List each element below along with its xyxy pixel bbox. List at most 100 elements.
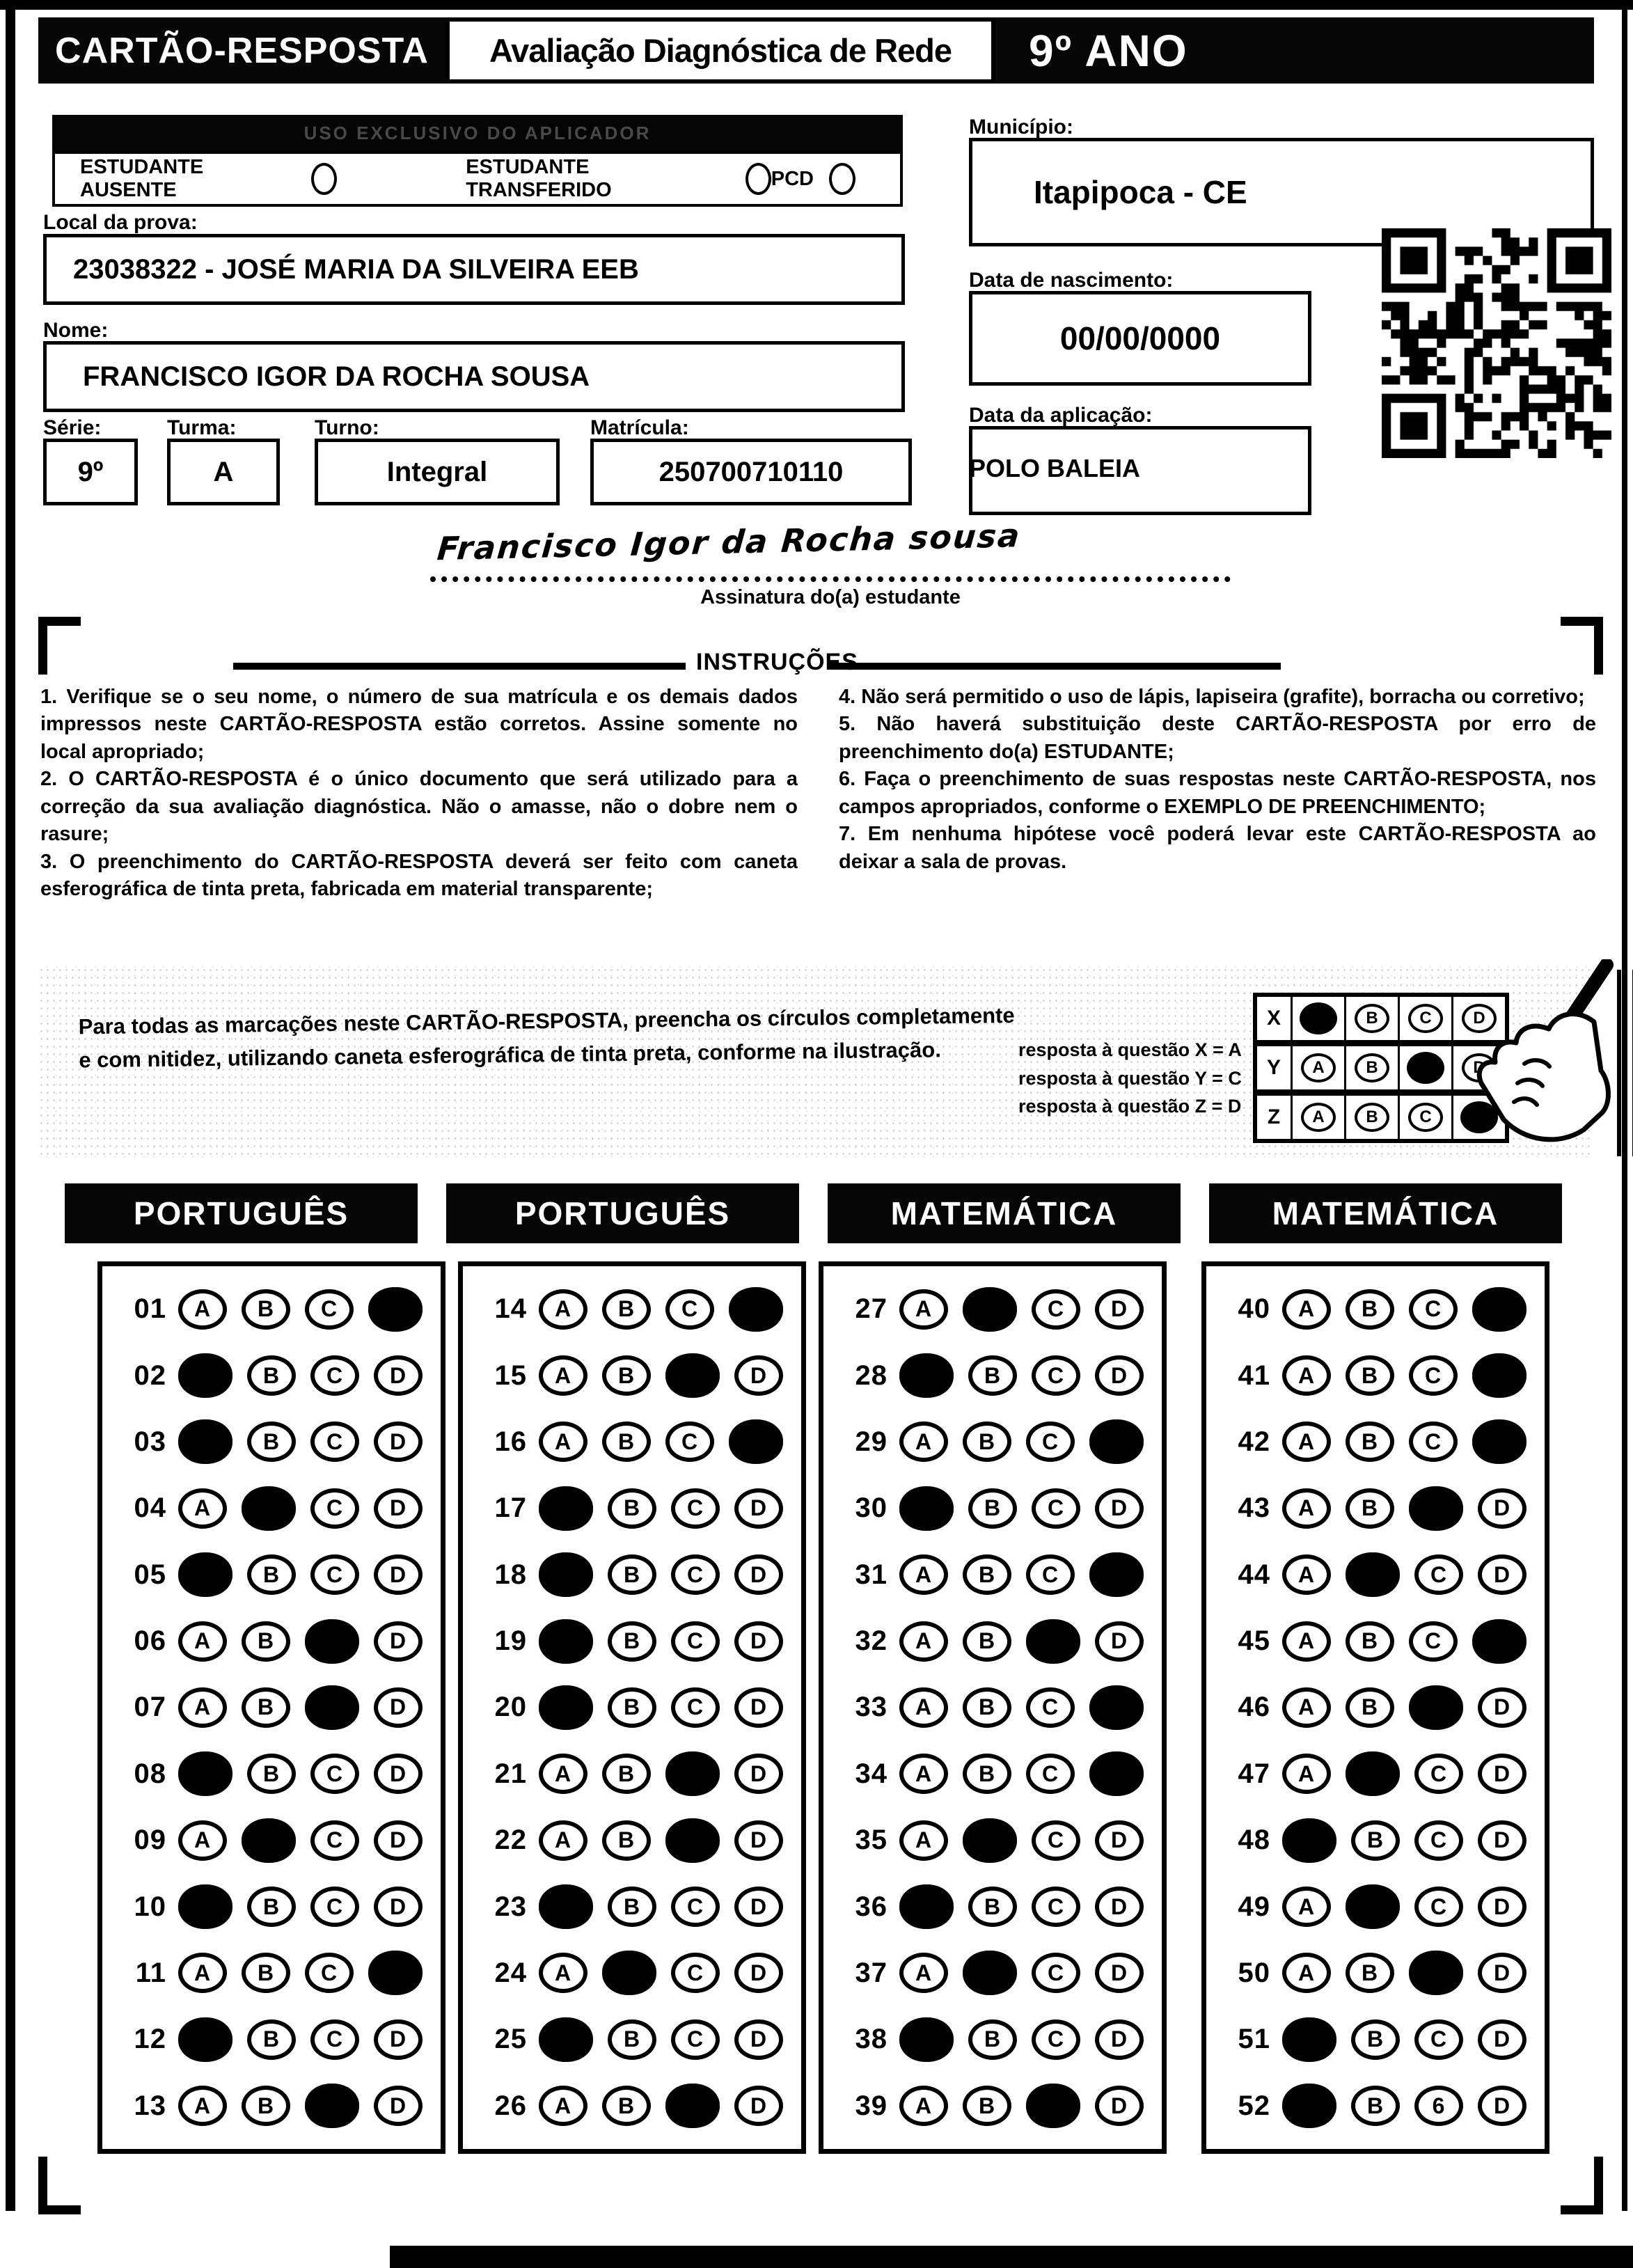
answer-bubble[interactable]: B (962, 1621, 1011, 1662)
answer-bubble[interactable]: C (1025, 1554, 1075, 1596)
answer-bubble[interactable]: C (1414, 1754, 1463, 1795)
answer-bubble[interactable]: C (310, 1355, 359, 1396)
answer-bubble[interactable]: B (246, 1754, 296, 1795)
answer-bubble[interactable]: B (968, 1488, 1017, 1529)
answer-bubble[interactable]: C (670, 1554, 720, 1596)
answer-bubble[interactable]: B (601, 1754, 651, 1795)
answer-bubble[interactable]: B (968, 2019, 1017, 2060)
answer-bubble[interactable]: B (1345, 1488, 1394, 1529)
answer-bubble[interactable]: C (670, 1621, 720, 1662)
answer-bubble-filled[interactable] (304, 1619, 359, 1664)
answer-bubble[interactable]: D (734, 1488, 783, 1529)
answer-bubble-filled[interactable] (601, 1951, 656, 1996)
answer-bubble[interactable]: D (734, 1687, 783, 1728)
answer-bubble[interactable]: C (1031, 1289, 1080, 1330)
answer-bubble[interactable]: D (373, 1820, 423, 1861)
answer-bubble[interactable]: D (1094, 1355, 1144, 1396)
answer-bubble[interactable]: D (1477, 1887, 1526, 1928)
answer-bubble[interactable]: A (538, 1422, 587, 1463)
answer-bubble[interactable]: A (1281, 1687, 1331, 1728)
answer-bubble[interactable]: D (734, 1820, 783, 1861)
answer-bubble-filled[interactable] (1472, 1619, 1526, 1664)
answer-bubble-filled[interactable] (1089, 1685, 1144, 1730)
answer-bubble[interactable]: C (1414, 1820, 1463, 1861)
answer-bubble-filled[interactable] (899, 1353, 954, 1399)
answer-bubble[interactable]: C (665, 1422, 714, 1463)
answer-bubble[interactable]: A (1281, 1355, 1331, 1396)
answer-bubble[interactable]: C (670, 1488, 720, 1529)
answer-bubble[interactable]: A (899, 1422, 948, 1463)
answer-bubble[interactable]: C (1031, 1820, 1080, 1861)
answer-bubble[interactable]: A (899, 1953, 948, 1994)
answer-bubble[interactable]: C (1414, 1554, 1463, 1596)
answer-bubble[interactable]: D (1477, 1554, 1526, 1596)
answer-bubble-filled[interactable] (962, 1951, 1017, 1996)
answer-bubble[interactable]: B (1350, 1820, 1400, 1861)
answer-bubble-filled[interactable] (962, 1286, 1017, 1332)
answer-bubble[interactable]: D (1477, 1687, 1526, 1728)
answer-bubble[interactable]: C (304, 1289, 354, 1330)
answer-bubble[interactable]: A (538, 1820, 587, 1861)
answer-bubble[interactable]: C (1031, 1887, 1080, 1928)
answer-bubble[interactable]: C (1025, 1422, 1075, 1463)
answer-bubble[interactable]: B (607, 1488, 656, 1529)
answer-bubble[interactable]: C (310, 2019, 359, 2060)
answer-bubble[interactable]: D (373, 1621, 423, 1662)
answer-bubble[interactable]: D (734, 1621, 783, 1662)
answer-bubble[interactable]: C (310, 1488, 359, 1529)
answer-bubble-filled[interactable] (178, 1353, 232, 1399)
answer-bubble[interactable]: C (1414, 1887, 1463, 1928)
answer-bubble[interactable]: D (734, 1554, 783, 1596)
answer-bubble[interactable]: D (1477, 2086, 1526, 2127)
answer-bubble-filled[interactable] (1281, 2084, 1336, 2129)
answer-bubble[interactable]: 6 (1414, 2086, 1463, 2127)
answer-bubble-filled[interactable] (665, 1818, 720, 1863)
answer-bubble[interactable]: D (1094, 2019, 1144, 2060)
answer-bubble[interactable]: A (899, 2086, 948, 2127)
answer-bubble[interactable]: B (607, 1621, 656, 1662)
answer-bubble[interactable]: C (1414, 2019, 1463, 2060)
answer-bubble[interactable]: A (899, 1621, 948, 1662)
status-option-circle[interactable] (829, 163, 855, 195)
answer-bubble[interactable]: B (1345, 1687, 1394, 1728)
answer-bubble-filled[interactable] (962, 1818, 1017, 1863)
answer-bubble-filled[interactable] (665, 2084, 720, 2129)
answer-bubble[interactable]: B (962, 2086, 1011, 2127)
answer-bubble[interactable]: D (1094, 1488, 1144, 1529)
status-option-circle[interactable] (745, 163, 771, 195)
answer-bubble[interactable]: D (1094, 1621, 1144, 1662)
answer-bubble[interactable]: A (899, 1289, 948, 1330)
answer-bubble[interactable]: A (1281, 1754, 1331, 1795)
answer-bubble[interactable]: A (899, 1687, 948, 1728)
answer-bubble[interactable]: B (601, 1289, 651, 1330)
answer-bubble[interactable]: C (1025, 1687, 1075, 1728)
answer-bubble[interactable]: B (962, 1687, 1011, 1728)
answer-bubble-filled[interactable] (1025, 1619, 1080, 1664)
answer-bubble[interactable]: A (178, 1488, 227, 1529)
answer-bubble[interactable]: A (899, 1754, 948, 1795)
answer-bubble[interactable]: D (373, 1687, 423, 1728)
answer-bubble[interactable]: C (670, 1887, 720, 1928)
answer-bubble[interactable]: C (670, 2019, 720, 2060)
answer-bubble[interactable]: B (1350, 2019, 1400, 2060)
answer-bubble-filled[interactable] (1281, 2017, 1336, 2062)
answer-bubble[interactable]: B (241, 2086, 290, 2127)
answer-bubble[interactable]: D (373, 1754, 423, 1795)
answer-bubble-filled[interactable] (538, 1884, 593, 1930)
answer-bubble[interactable]: D (373, 1887, 423, 1928)
answer-bubble-filled[interactable] (368, 1951, 423, 1996)
answer-bubble-filled[interactable] (178, 1419, 232, 1465)
answer-bubble[interactable]: D (373, 2086, 423, 2127)
answer-bubble[interactable]: A (1281, 1953, 1331, 1994)
answer-bubble[interactable]: A (178, 1953, 227, 1994)
answer-bubble-filled[interactable] (728, 1419, 783, 1465)
answer-bubble-filled[interactable] (1025, 2084, 1080, 2129)
answer-bubble[interactable]: B (607, 1687, 656, 1728)
answer-bubble[interactable]: B (241, 1687, 290, 1728)
answer-bubble[interactable]: D (373, 1554, 423, 1596)
signature-line[interactable] (430, 576, 1231, 582)
answer-bubble[interactable]: A (178, 2086, 227, 2127)
answer-bubble-filled[interactable] (1408, 1685, 1463, 1730)
answer-bubble[interactable]: A (899, 1554, 948, 1596)
answer-bubble-filled[interactable] (1472, 1353, 1526, 1399)
